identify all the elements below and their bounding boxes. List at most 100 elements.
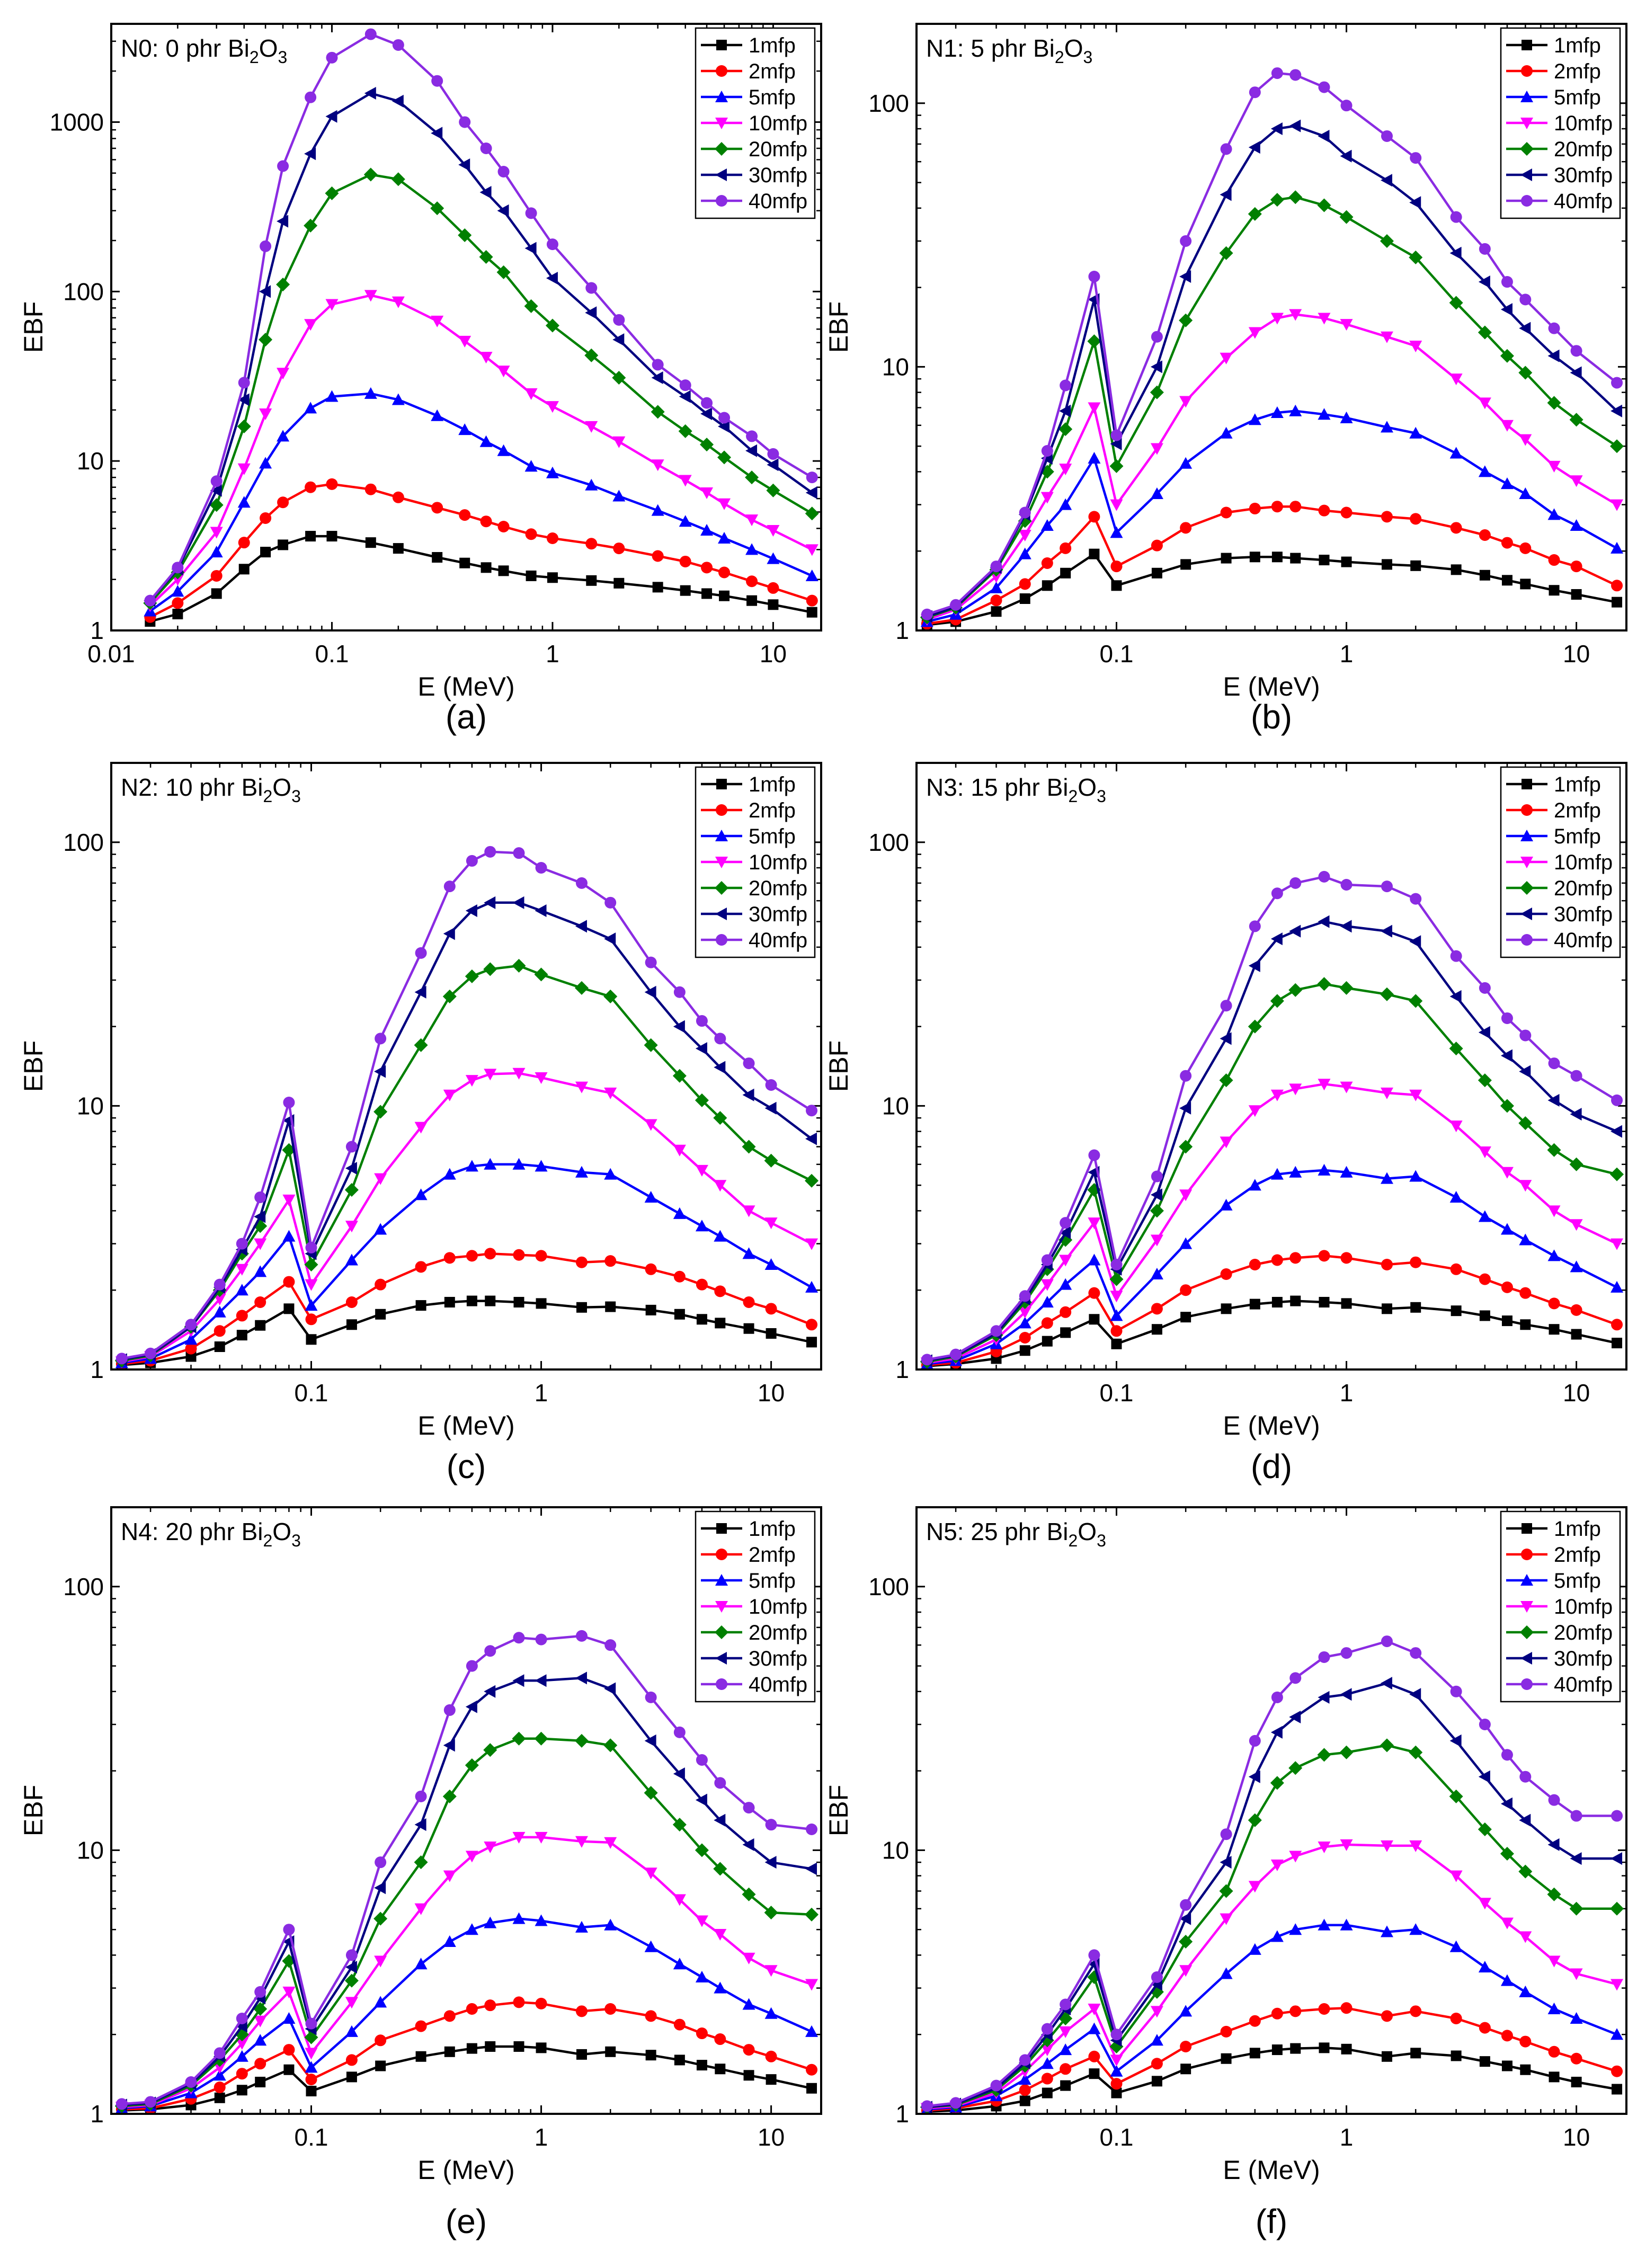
legend-item-10mfp: 10mfp [1506,851,1613,874]
data-point [1318,504,1330,517]
data-point [1110,1325,1123,1337]
data-point [238,377,250,389]
legend-label: 1mfp [1554,1517,1601,1541]
data-point [254,1296,266,1308]
data-point [535,1250,547,1262]
legend-item-40mfp: 40mfp [1506,929,1613,952]
data-point [1060,1327,1071,1338]
data-point [695,1042,707,1055]
data-point [415,1300,426,1311]
y-tick-label: 1 [895,617,909,644]
data-point [604,1837,617,1849]
data-point [304,218,318,233]
data-point [1220,1198,1233,1211]
data-point [1340,2002,1353,2014]
data-point [950,1348,962,1360]
data-point [1610,439,1624,453]
x-tick-label: 0.01 [87,640,135,668]
data-point [185,1319,197,1331]
legend-label: 2mfp [749,60,796,83]
series-line-30mfp [927,1682,1617,2109]
legend-item-30mfp: 30mfp [701,903,807,926]
data-point [345,2054,358,2066]
data-point [1220,1856,1232,1869]
data-point [1110,2029,1123,2041]
data-point [1058,422,1073,437]
data-point [806,1337,817,1348]
data-point [1088,2050,1100,2062]
data-point [1220,143,1232,155]
data-point [1150,2034,1163,2046]
data-point [746,595,758,606]
data-point [235,2050,248,2062]
data-point [1220,2025,1232,2038]
data-point [1478,1898,1491,1910]
data-point [1042,1336,1053,1347]
data-point [1110,429,1123,441]
data-point [513,1996,525,2008]
data-point [714,1777,726,1789]
data-point [1088,2003,1101,2015]
data-point [145,1347,157,1359]
data-point [214,1341,225,1353]
data-point [1381,1258,1393,1270]
y-tick-label: 10 [882,353,909,380]
data-point [344,1183,359,1197]
data-point [1340,100,1353,112]
data-point [171,585,184,597]
data-point [1611,499,1624,511]
data-point [484,1916,497,1928]
data-point [585,538,598,550]
plot-area [114,1630,819,2114]
data-point [742,1887,756,1901]
data-point [479,250,493,264]
plot-frame [110,1506,822,2115]
data-point [1220,1136,1233,1149]
plot-frame [110,23,822,632]
data-point [1179,1140,1193,1154]
series-line-5mfp [927,1924,1617,2111]
legend-item-1mfp: 1mfp [701,34,796,57]
data-point [745,470,759,485]
data-point [325,186,339,200]
legend-item-10mfp: 10mfp [701,112,807,135]
data-point [1317,977,1331,991]
data-point [1571,2077,1582,2088]
data-point [1380,1925,1393,1937]
data-point [1219,1073,1233,1088]
data-point [1570,2052,1582,2065]
data-point [1409,1170,1422,1182]
data-point [1180,2064,1191,2075]
data-point [375,1033,387,1045]
data-point [1500,1797,1513,1810]
data-point [1289,404,1302,416]
legend-marker [715,118,728,129]
data-point [1478,1210,1491,1222]
y-tick-label: 100 [868,1573,909,1600]
data-point [1150,443,1163,455]
data-point [1110,437,1122,450]
data-point [1151,1170,1163,1182]
data-point [283,2064,295,2075]
data-point [575,1920,588,1933]
data-point [547,572,558,583]
data-point [1270,313,1284,325]
data-point [1611,404,1623,417]
data-point [1409,1923,1422,1935]
data-point [466,1250,478,1262]
legend-label: 40mfp [1554,190,1613,213]
legend-item-40mfp: 40mfp [1506,1673,1613,1696]
data-point [1220,426,1233,439]
data-point [304,2030,318,2044]
data-point [1519,2035,1532,2048]
legend-label: 20mfp [1554,877,1613,900]
data-point [443,927,455,940]
data-point [1110,499,1123,511]
legend-marker [1522,40,1532,50]
data-point [1449,373,1463,386]
data-point [1248,1019,1262,1034]
data-point [651,405,665,419]
